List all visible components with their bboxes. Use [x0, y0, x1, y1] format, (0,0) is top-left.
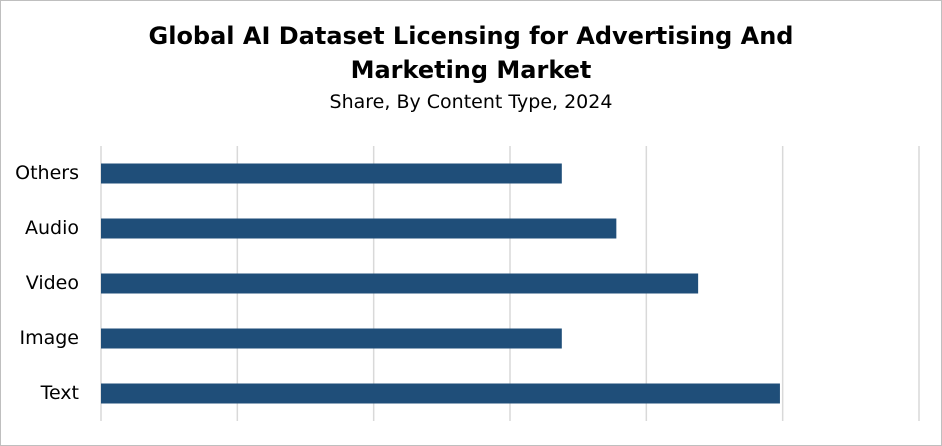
y-tick-label: Text	[40, 382, 79, 404]
bar	[101, 273, 699, 294]
bar	[101, 383, 780, 404]
bar	[101, 218, 617, 239]
y-tick-label: Image	[19, 327, 79, 349]
bar	[101, 328, 562, 349]
y-tick-label: Audio	[25, 217, 79, 239]
bar	[101, 163, 562, 184]
y-tick-label: Video	[26, 272, 79, 294]
y-tick-label: Others	[15, 162, 79, 184]
chart-subtitle: Share, By Content Type, 2024	[329, 91, 613, 113]
chart-title: Global AI Dataset Licensing for Advertis…	[148, 22, 794, 84]
